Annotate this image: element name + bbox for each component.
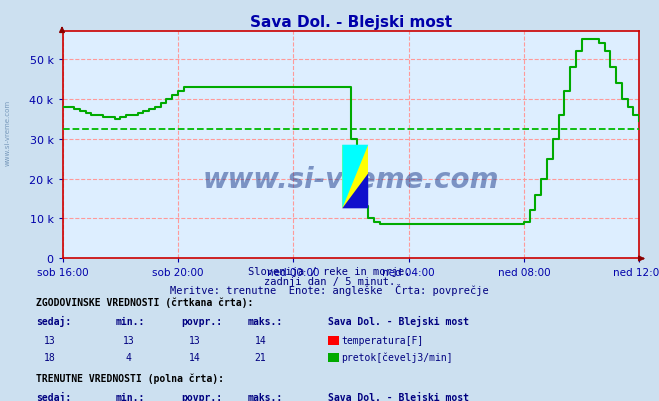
Text: 18: 18 xyxy=(43,352,55,362)
Text: sedaj:: sedaj: xyxy=(36,315,71,326)
Text: ZGODOVINSKE VREDNOSTI (črtkana črta):: ZGODOVINSKE VREDNOSTI (črtkana črta): xyxy=(36,296,254,307)
Text: 14: 14 xyxy=(254,335,266,345)
Text: Meritve: trenutne  Enote: angleške  Črta: povprečje: Meritve: trenutne Enote: angleške Črta: … xyxy=(170,283,489,295)
Text: 13: 13 xyxy=(123,335,134,345)
Bar xyxy=(342,145,368,209)
Polygon shape xyxy=(342,145,368,209)
Title: Sava Dol. - Blejski most: Sava Dol. - Blejski most xyxy=(250,14,452,30)
Polygon shape xyxy=(342,174,368,209)
Text: min.:: min.: xyxy=(115,392,145,401)
Text: Slovenija / reke in morje.: Slovenija / reke in morje. xyxy=(248,267,411,277)
Text: pretok[čevelj3/min]: pretok[čevelj3/min] xyxy=(341,352,453,362)
Text: Sava Dol. - Blejski most: Sava Dol. - Blejski most xyxy=(328,315,469,326)
Text: 21: 21 xyxy=(254,352,266,362)
Text: povpr.:: povpr.: xyxy=(181,316,222,326)
Text: TRENUTNE VREDNOSTI (polna črta):: TRENUTNE VREDNOSTI (polna črta): xyxy=(36,373,224,383)
Text: 13: 13 xyxy=(43,335,55,345)
Text: maks.:: maks.: xyxy=(247,316,282,326)
Text: maks.:: maks.: xyxy=(247,392,282,401)
Text: sedaj:: sedaj: xyxy=(36,391,71,401)
Text: 13: 13 xyxy=(188,335,200,345)
Text: povpr.:: povpr.: xyxy=(181,392,222,401)
Text: 4: 4 xyxy=(126,352,131,362)
Text: 14: 14 xyxy=(188,352,200,362)
Text: www.si-vreme.com: www.si-vreme.com xyxy=(203,165,499,193)
Text: Sava Dol. - Blejski most: Sava Dol. - Blejski most xyxy=(328,391,469,401)
Text: zadnji dan / 5 minut.: zadnji dan / 5 minut. xyxy=(264,276,395,286)
Text: www.si-vreme.com: www.si-vreme.com xyxy=(5,99,11,165)
Text: temperatura[F]: temperatura[F] xyxy=(341,335,424,345)
Text: min.:: min.: xyxy=(115,316,145,326)
